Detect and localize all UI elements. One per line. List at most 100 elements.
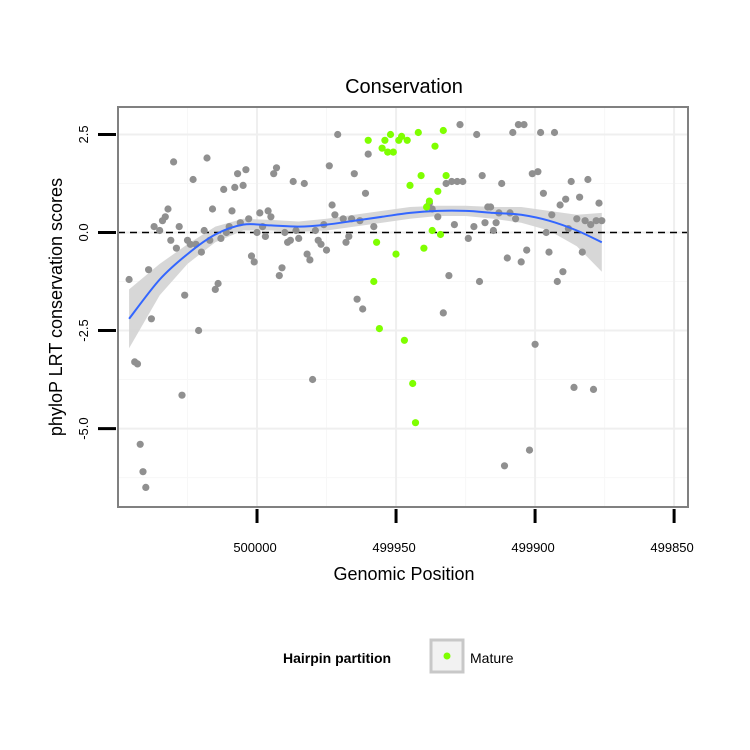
data-point xyxy=(309,375,317,384)
legend-key-mature xyxy=(443,652,451,660)
legend: Hairpin partition Mature xyxy=(283,638,514,674)
data-point xyxy=(253,228,261,237)
panel-border xyxy=(117,106,689,508)
grid xyxy=(118,107,688,507)
data-point xyxy=(539,189,548,197)
data-point xyxy=(528,170,536,178)
data-point-mature xyxy=(384,148,392,156)
data-point-mature xyxy=(375,325,383,333)
y-tick-label: -5.0 xyxy=(76,417,91,439)
data-point xyxy=(584,175,592,184)
data-point xyxy=(306,256,314,264)
x-tick-label: 499850 xyxy=(650,540,693,555)
data-point xyxy=(503,254,511,262)
data-point xyxy=(295,234,303,242)
data-point-mature xyxy=(425,197,433,205)
data-point-mature xyxy=(386,130,395,139)
data-point xyxy=(559,268,567,276)
data-point xyxy=(150,223,158,231)
data-point xyxy=(245,215,253,223)
data-point xyxy=(172,244,180,252)
data-point xyxy=(161,213,169,221)
data-point xyxy=(442,179,450,188)
data-point-mature xyxy=(423,203,431,211)
data-point xyxy=(598,217,606,225)
data-point-mature xyxy=(373,238,381,246)
data-point xyxy=(581,217,589,225)
data-point xyxy=(256,209,264,217)
data-point xyxy=(570,383,578,391)
data-point-mature xyxy=(420,244,428,252)
data-point xyxy=(492,219,500,227)
smooth-line xyxy=(128,209,603,320)
data-point xyxy=(303,250,311,258)
data-point-mature xyxy=(378,144,386,152)
data-point xyxy=(247,252,256,260)
data-point xyxy=(195,326,203,335)
data-point xyxy=(164,205,172,213)
data-point xyxy=(523,246,531,254)
data-point xyxy=(239,181,247,189)
data-point xyxy=(542,228,550,237)
data-point-mature xyxy=(409,379,417,388)
data-point xyxy=(214,279,222,288)
data-point xyxy=(211,285,219,293)
data-point xyxy=(498,179,506,188)
data-point-mature xyxy=(403,136,411,144)
data-point xyxy=(587,221,595,229)
data-point xyxy=(325,162,333,170)
data-point xyxy=(142,483,150,491)
x-axis-title: Genomic Position xyxy=(333,564,474,584)
data-point xyxy=(514,121,523,129)
data-point xyxy=(509,128,517,137)
data-point-mature xyxy=(370,277,378,286)
data-point-mature xyxy=(406,181,414,189)
data-point xyxy=(339,215,347,223)
data-point xyxy=(181,291,189,299)
data-point xyxy=(250,258,258,266)
y-axis: 2.5 0.0 -2.5 -5.0 xyxy=(76,125,116,440)
data-point-mature xyxy=(389,148,397,156)
data-point-mature xyxy=(428,226,436,235)
x-tick-label: 499950 xyxy=(372,540,415,555)
data-point-mature xyxy=(442,172,450,180)
data-point xyxy=(145,266,153,274)
data-point xyxy=(595,199,603,207)
data-point xyxy=(208,205,217,213)
data-point xyxy=(217,234,225,242)
data-point xyxy=(445,272,453,280)
data-point xyxy=(342,238,350,246)
data-point xyxy=(322,246,331,254)
data-point xyxy=(487,203,495,211)
data-point xyxy=(311,226,319,235)
data-point xyxy=(136,440,144,448)
data-point xyxy=(228,207,236,215)
data-point xyxy=(434,213,442,221)
data-point xyxy=(459,177,467,186)
data-point xyxy=(589,385,598,393)
data-point xyxy=(231,183,239,191)
data-point-mature xyxy=(364,136,372,144)
y-tick-label: 0.0 xyxy=(76,223,91,241)
data-point xyxy=(350,170,358,178)
confidence-band xyxy=(129,205,602,349)
data-point xyxy=(345,232,353,240)
data-point xyxy=(234,170,242,178)
data-point xyxy=(470,223,478,231)
data-point xyxy=(450,221,458,229)
data-point xyxy=(156,226,164,235)
data-point xyxy=(175,223,183,231)
x-axis: 500000 499950 499900 499850 xyxy=(233,509,694,555)
data-point xyxy=(361,189,370,197)
data-point xyxy=(553,277,561,286)
data-point xyxy=(545,248,553,256)
data-point xyxy=(281,228,289,237)
y-tick-label: -2.5 xyxy=(76,319,91,341)
data-point xyxy=(178,391,186,399)
data-point xyxy=(500,462,509,470)
data-point xyxy=(133,360,142,368)
data-point xyxy=(203,154,211,162)
data-point-mature xyxy=(400,336,408,344)
data-point-mature xyxy=(398,132,406,140)
